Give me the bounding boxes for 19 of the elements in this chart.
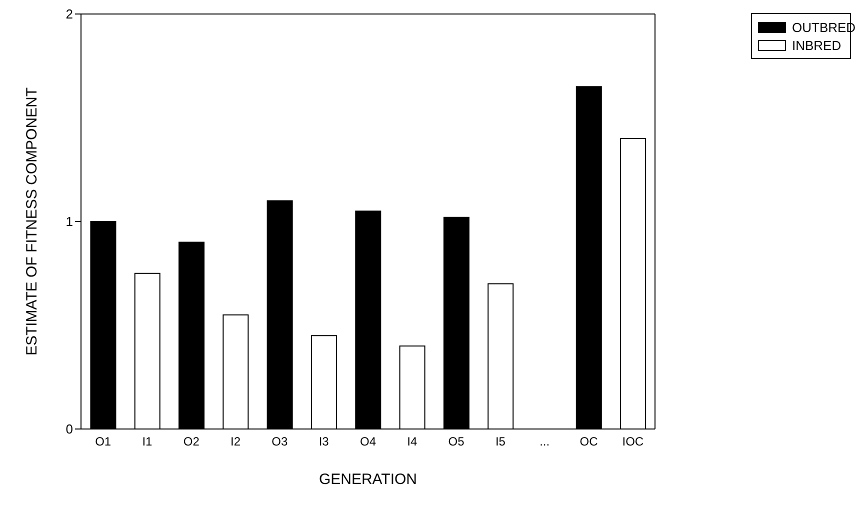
y-tick-label: 0 (66, 422, 73, 437)
x-tick-label: I4 (407, 434, 418, 449)
x-tick-label: IOC (622, 434, 644, 449)
y-axis-title: ESTIMATE OF FITNESS COMPONENT (23, 87, 40, 356)
x-tick-label: O1 (95, 434, 112, 449)
legend-label: INBRED (792, 38, 842, 52)
x-tick-label: O3 (272, 434, 288, 449)
x-tick-label: O2 (183, 434, 200, 449)
x-tick-label: O4 (360, 434, 376, 449)
x-tick-label: OC (580, 434, 598, 449)
x-tick-label: I2 (230, 434, 241, 449)
y-tick-label: 2 (66, 6, 73, 22)
x-tick-label: I3 (318, 434, 330, 449)
y-tick-label: 1 (66, 214, 73, 230)
x-axis-title: GENERATION (318, 471, 418, 488)
x-tick-label: I5 (495, 434, 506, 449)
x-tick-label: O5 (448, 434, 465, 449)
x-tick-label: I1 (142, 434, 153, 449)
x-tick-label: ... (540, 434, 550, 449)
